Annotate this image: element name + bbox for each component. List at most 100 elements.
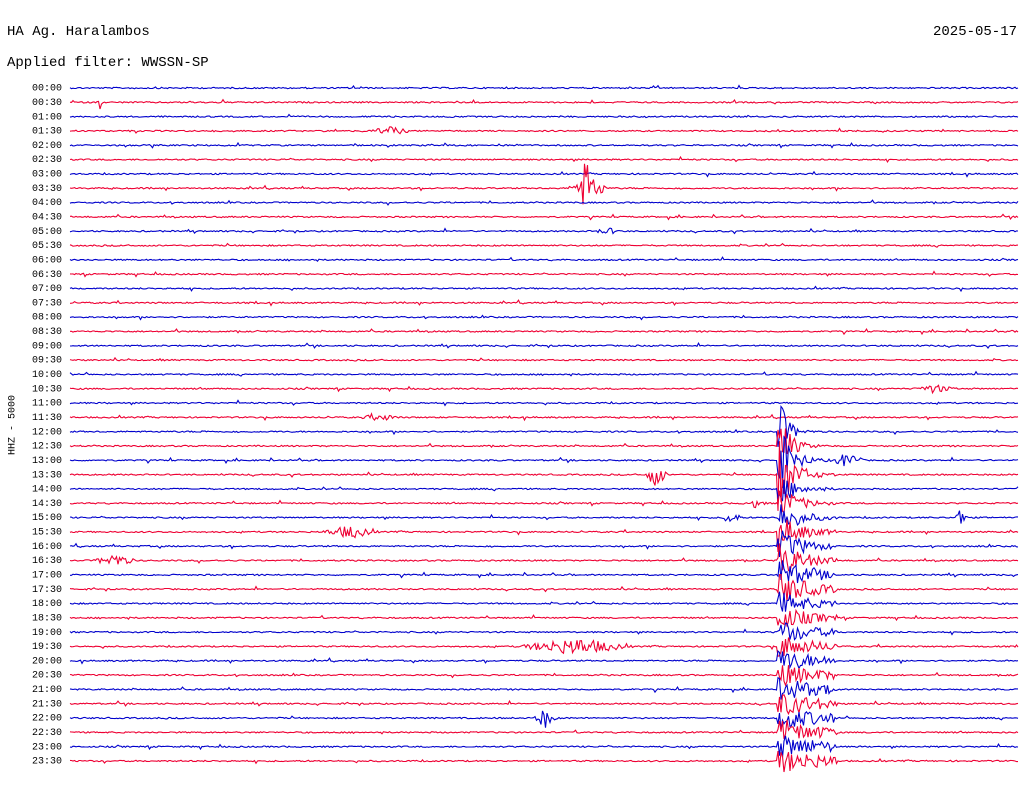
trace [70, 328, 1019, 336]
trace [69, 519, 1019, 552]
time-label: 05:00 [32, 227, 62, 238]
trace [69, 435, 1019, 489]
time-label: 13:30 [32, 470, 62, 481]
time-label: 14:30 [32, 499, 62, 510]
trace [69, 543, 1019, 573]
time-label: 09:30 [32, 356, 62, 367]
time-label: 11:30 [32, 413, 62, 424]
time-label: 02:00 [32, 141, 62, 152]
time-label: 08:00 [32, 313, 62, 324]
trace [69, 405, 1019, 447]
time-label: 17:30 [32, 585, 62, 596]
trace [70, 342, 1019, 350]
trace [69, 256, 1019, 263]
trace [69, 384, 1019, 395]
trace [69, 710, 1019, 730]
trace [69, 608, 1019, 627]
time-label: 10:30 [32, 384, 62, 395]
time-label: 12:30 [32, 442, 62, 453]
trace [69, 155, 1019, 163]
time-label: 07:30 [32, 298, 62, 309]
trace [69, 170, 1019, 178]
filter-label: Applied filter: WWSSN-SP [7, 55, 209, 71]
trace [69, 299, 1019, 307]
time-label: 23:00 [32, 742, 62, 753]
date: 2025-05-17 [933, 24, 1017, 40]
trace [69, 141, 1019, 149]
trace [69, 98, 1019, 110]
station-name: HA Ag. Haralambos [7, 24, 150, 40]
trace [69, 622, 1019, 641]
time-label: 00:30 [32, 98, 62, 109]
trace [70, 560, 1019, 584]
time-label: 13:00 [32, 456, 62, 467]
time-label: 07:00 [32, 284, 62, 295]
time-label: 22:00 [32, 714, 62, 725]
trace [69, 751, 1018, 773]
trace [69, 665, 1019, 687]
time-label: 08:30 [32, 327, 62, 338]
time-label: 06:00 [32, 255, 62, 266]
time-label: 01:00 [32, 112, 62, 123]
trace [69, 126, 1019, 135]
trace [69, 412, 1019, 422]
trace [69, 649, 1019, 670]
trace [69, 199, 1019, 206]
trace [69, 574, 1019, 602]
time-label: 04:30 [32, 213, 62, 224]
trace [69, 676, 1018, 700]
time-label: 21:30 [32, 699, 62, 710]
time-label: 05:30 [32, 241, 62, 252]
time-label: 04:00 [32, 198, 62, 209]
time-label: 20:00 [32, 656, 62, 667]
trace [69, 441, 1019, 511]
time-label: 06:30 [32, 270, 62, 281]
trace [69, 479, 1019, 502]
trace [69, 113, 1019, 119]
trace [69, 356, 1019, 362]
trace [69, 163, 1019, 205]
trace [69, 370, 1019, 377]
trace [69, 694, 1019, 716]
trace [69, 504, 1018, 526]
trace [69, 490, 1019, 514]
time-label: 03:30 [32, 184, 62, 195]
trace [69, 637, 1019, 657]
traces [69, 84, 1019, 773]
time-label: 09:00 [32, 341, 62, 352]
trace [69, 213, 1019, 221]
time-label: 03:00 [32, 170, 62, 181]
trace [69, 719, 1019, 739]
time-label: 16:00 [32, 542, 62, 553]
channel-label: HHZ - 5000 [8, 395, 19, 455]
time-label: 18:00 [32, 599, 62, 610]
time-label: 22:30 [32, 728, 62, 739]
time-label: 12:00 [32, 427, 62, 438]
trace [69, 399, 1019, 407]
time-label: 21:00 [32, 685, 62, 696]
trace [69, 242, 1019, 248]
time-label: 20:30 [32, 671, 62, 682]
trace [69, 314, 1019, 321]
time-label: 18:30 [32, 613, 62, 624]
time-label: 15:30 [32, 528, 62, 539]
trace [69, 735, 1019, 758]
trace [69, 591, 1019, 612]
time-label: 15:00 [32, 513, 62, 524]
time-label: 16:30 [32, 556, 62, 567]
trace [69, 227, 1019, 235]
time-label: 00:00 [32, 84, 62, 95]
time-label: 11:00 [32, 399, 62, 410]
time-label: 19:00 [32, 628, 62, 639]
time-label: 02:30 [32, 155, 62, 166]
trace [69, 285, 1018, 293]
time-label: 23:30 [32, 757, 62, 768]
time-label: 10:00 [32, 370, 62, 381]
trace [69, 270, 1019, 278]
trace [69, 428, 1019, 455]
time-label: 17:00 [32, 570, 62, 581]
time-label: 01:30 [32, 127, 62, 138]
trace [69, 84, 1019, 90]
time-label: 14:00 [32, 485, 62, 496]
